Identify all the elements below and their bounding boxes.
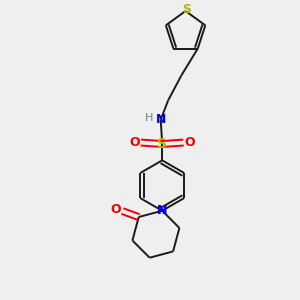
Text: S: S xyxy=(157,137,167,151)
Text: N: N xyxy=(155,113,166,126)
Text: N: N xyxy=(157,204,167,217)
Text: O: O xyxy=(185,136,195,149)
Text: H: H xyxy=(145,113,154,123)
Text: N: N xyxy=(157,204,167,217)
Text: O: O xyxy=(129,136,140,149)
Text: O: O xyxy=(111,203,121,216)
Text: S: S xyxy=(183,3,192,16)
